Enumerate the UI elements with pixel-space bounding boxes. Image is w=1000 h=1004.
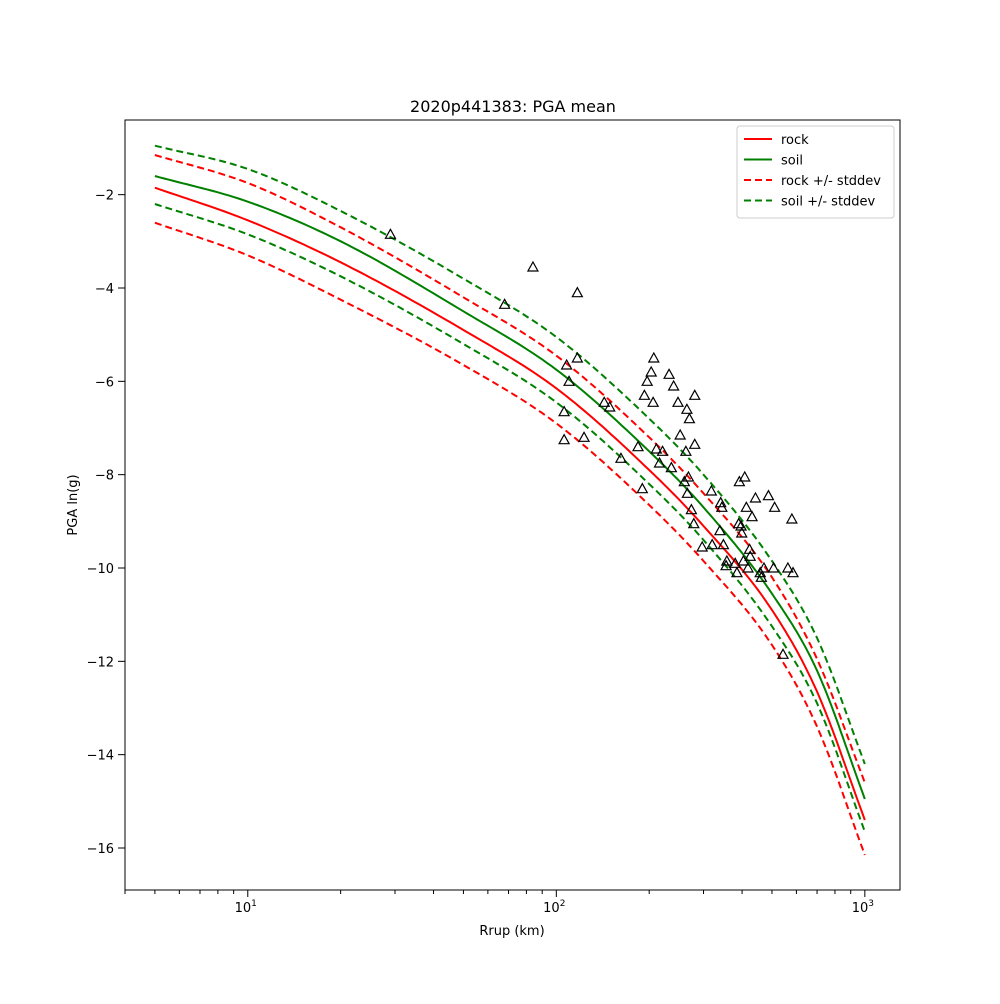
observation-point	[647, 396, 660, 407]
observation-point	[744, 550, 757, 561]
x-axis-label: Rrup (km)	[479, 924, 544, 939]
observation-point	[717, 538, 730, 550]
observation-point	[714, 496, 727, 508]
series-line-2	[154, 154, 866, 784]
observation-point	[740, 501, 753, 512]
observation-point	[777, 648, 790, 659]
legend: rock soil rock +/- stddev soil +/- stddev	[736, 125, 895, 219]
series-line-5	[154, 203, 866, 833]
observation-point	[720, 554, 733, 566]
observation-point	[558, 433, 571, 445]
observation-point	[706, 538, 719, 550]
observation-points	[384, 228, 800, 659]
observation-point	[755, 571, 768, 582]
observation-point	[785, 512, 798, 524]
plot-area	[125, 120, 900, 890]
observation-point	[650, 442, 663, 454]
y-tick-label: −6	[95, 375, 114, 390]
observation-point	[730, 566, 743, 578]
observation-point	[636, 482, 649, 494]
observation-point	[571, 351, 584, 363]
legend-box	[736, 125, 895, 219]
legend-label: rock +/- stddev	[781, 174, 881, 189]
observation-point	[671, 396, 685, 407]
x-axis: 101 102 103	[124, 890, 874, 916]
observation-point	[781, 561, 794, 573]
y-tick-label: −14	[87, 749, 114, 764]
observation-point	[641, 375, 654, 386]
observation-point	[663, 368, 676, 379]
observation-point	[653, 456, 666, 468]
observation-point	[762, 489, 775, 501]
observation-point	[665, 461, 678, 473]
observation-point	[683, 412, 696, 424]
y-tick-label: −12	[87, 655, 114, 670]
observation-point	[685, 503, 698, 515]
observation-point	[571, 286, 584, 298]
observation-point	[705, 484, 718, 496]
observation-point	[749, 491, 762, 503]
chart-title: 2020p441383: PGA mean	[410, 97, 616, 116]
observation-point	[631, 440, 645, 452]
observation-point	[688, 438, 701, 449]
observation-point	[741, 561, 754, 573]
y-tick-label: −4	[95, 282, 114, 297]
observation-point	[732, 517, 745, 529]
observation-point	[746, 510, 759, 522]
observation-point	[735, 526, 748, 538]
observation-point	[680, 403, 693, 414]
observation-point	[667, 379, 680, 391]
observation-point	[578, 431, 591, 442]
observation-point	[715, 501, 728, 512]
observation-point	[614, 452, 627, 463]
observation-point	[688, 389, 701, 400]
y-tick-label: −10	[87, 562, 114, 577]
series-line-4	[154, 144, 866, 765]
observation-point	[687, 517, 700, 529]
y-axis: −2 −4 −6 −8 −10 −12 −14 −16	[87, 189, 125, 857]
observation-point	[656, 445, 669, 456]
series-line-1	[154, 175, 866, 800]
observation-point	[713, 524, 726, 536]
observation-point	[560, 358, 573, 370]
observation-point	[558, 405, 571, 417]
x-tick-label: 103	[852, 899, 874, 916]
x-tick-label: 102	[543, 899, 565, 916]
observation-point	[563, 375, 576, 386]
y-tick-label: −16	[87, 842, 114, 857]
observation-point	[757, 561, 770, 573]
observation-point	[682, 470, 695, 482]
observation-point	[768, 501, 781, 512]
observation-point	[526, 260, 539, 272]
observation-point	[647, 351, 660, 363]
observation-point	[674, 428, 687, 440]
series-line-3	[154, 221, 866, 856]
observation-point	[786, 566, 800, 578]
observation-point	[767, 561, 780, 573]
plot-frame	[124, 119, 901, 891]
observation-point	[696, 540, 709, 552]
y-tick-label: −8	[95, 469, 114, 484]
y-axis-label: PGA ln(g)	[66, 474, 81, 535]
observation-point	[729, 557, 742, 568]
x-tick-label: 101	[235, 899, 257, 916]
observation-point	[679, 445, 692, 456]
observation-point	[384, 228, 397, 239]
legend-label: soil +/- stddev	[781, 195, 876, 210]
observation-point	[603, 400, 616, 412]
observation-point	[638, 389, 651, 400]
series-line-0	[154, 186, 866, 821]
observation-point	[681, 487, 694, 498]
legend-label: soil	[781, 154, 803, 169]
observation-point	[738, 470, 751, 482]
legend-label: rock	[781, 133, 809, 148]
y-tick-label: −2	[95, 189, 114, 204]
observation-point	[498, 298, 511, 309]
observation-point	[598, 396, 611, 407]
series-lines	[154, 144, 866, 856]
observation-point	[645, 365, 658, 377]
